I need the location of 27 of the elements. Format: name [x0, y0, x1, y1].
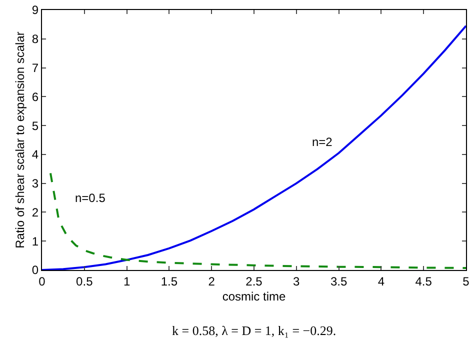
y-tick-label: 0 — [32, 263, 39, 278]
x-tick-label: 2 — [208, 274, 216, 288]
y-tick-label: 8 — [32, 32, 39, 46]
line-series — [42, 24, 466, 270]
y-tick-label: 5 — [32, 118, 39, 133]
x-tick-label: 5 — [462, 274, 470, 288]
series-label: n=0.5 — [75, 191, 106, 205]
text: k = 0.58, λ = D = 1, k₁ = −0.29. — [172, 323, 336, 338]
y-tick-label: 1 — [32, 234, 39, 248]
x-tick-label: 4 — [378, 274, 385, 288]
x-tick-label: 3.5 — [330, 274, 348, 288]
x-tick-label: 0.5 — [76, 274, 94, 288]
x-axis-title: cosmic time — [222, 289, 286, 304]
y-tick-label: 4 — [32, 148, 39, 162]
y-tick-label: 6 — [32, 90, 39, 104]
y-tick-label: 9 — [32, 3, 39, 18]
y-tick-label: 2 — [32, 205, 39, 220]
y-tick-label: 7 — [32, 60, 39, 75]
y-axis-title: Ratio of shear scalar to expansion scalar — [13, 32, 28, 248]
y-tick-label: 3 — [32, 176, 39, 191]
line-series — [49, 172, 466, 269]
x-tick-label: 3 — [293, 274, 300, 288]
x-tick-label: 2.5 — [246, 274, 263, 288]
x-tick-label: 1 — [123, 274, 130, 288]
x-tick-label: 4.5 — [415, 274, 432, 288]
series-label: n=2 — [312, 135, 333, 149]
x-tick-label: 1.5 — [160, 274, 178, 288]
